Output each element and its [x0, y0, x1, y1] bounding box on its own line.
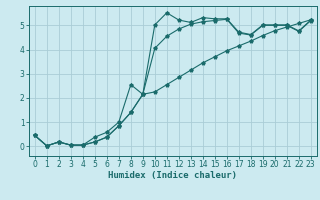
X-axis label: Humidex (Indice chaleur): Humidex (Indice chaleur)	[108, 171, 237, 180]
